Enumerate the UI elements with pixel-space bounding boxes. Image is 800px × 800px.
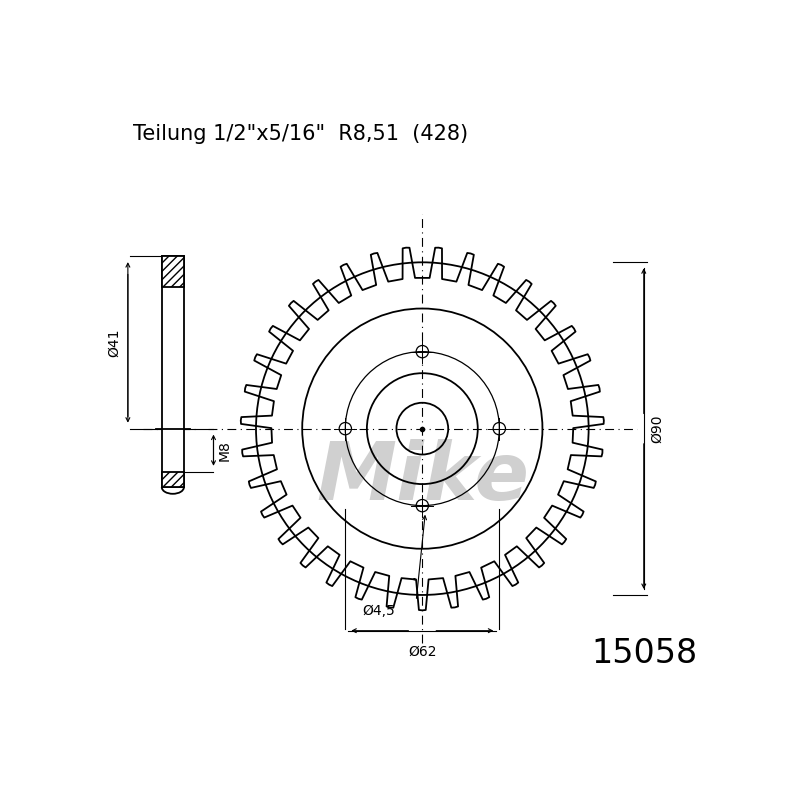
Bar <box>162 256 184 487</box>
Text: 15058: 15058 <box>591 637 697 670</box>
Bar <box>162 256 184 287</box>
Text: Ø62: Ø62 <box>408 644 437 658</box>
Bar <box>162 472 184 487</box>
Bar <box>162 256 184 287</box>
Text: Teilung 1/2"x5/16"  R8,51  (428): Teilung 1/2"x5/16" R8,51 (428) <box>133 124 468 144</box>
Text: Mike: Mike <box>316 439 529 517</box>
Bar <box>162 472 184 487</box>
Text: M8: M8 <box>218 440 231 461</box>
Text: Ø4,5: Ø4,5 <box>363 604 395 618</box>
Text: Ø90: Ø90 <box>650 414 664 443</box>
Text: Ø41: Ø41 <box>107 328 122 357</box>
